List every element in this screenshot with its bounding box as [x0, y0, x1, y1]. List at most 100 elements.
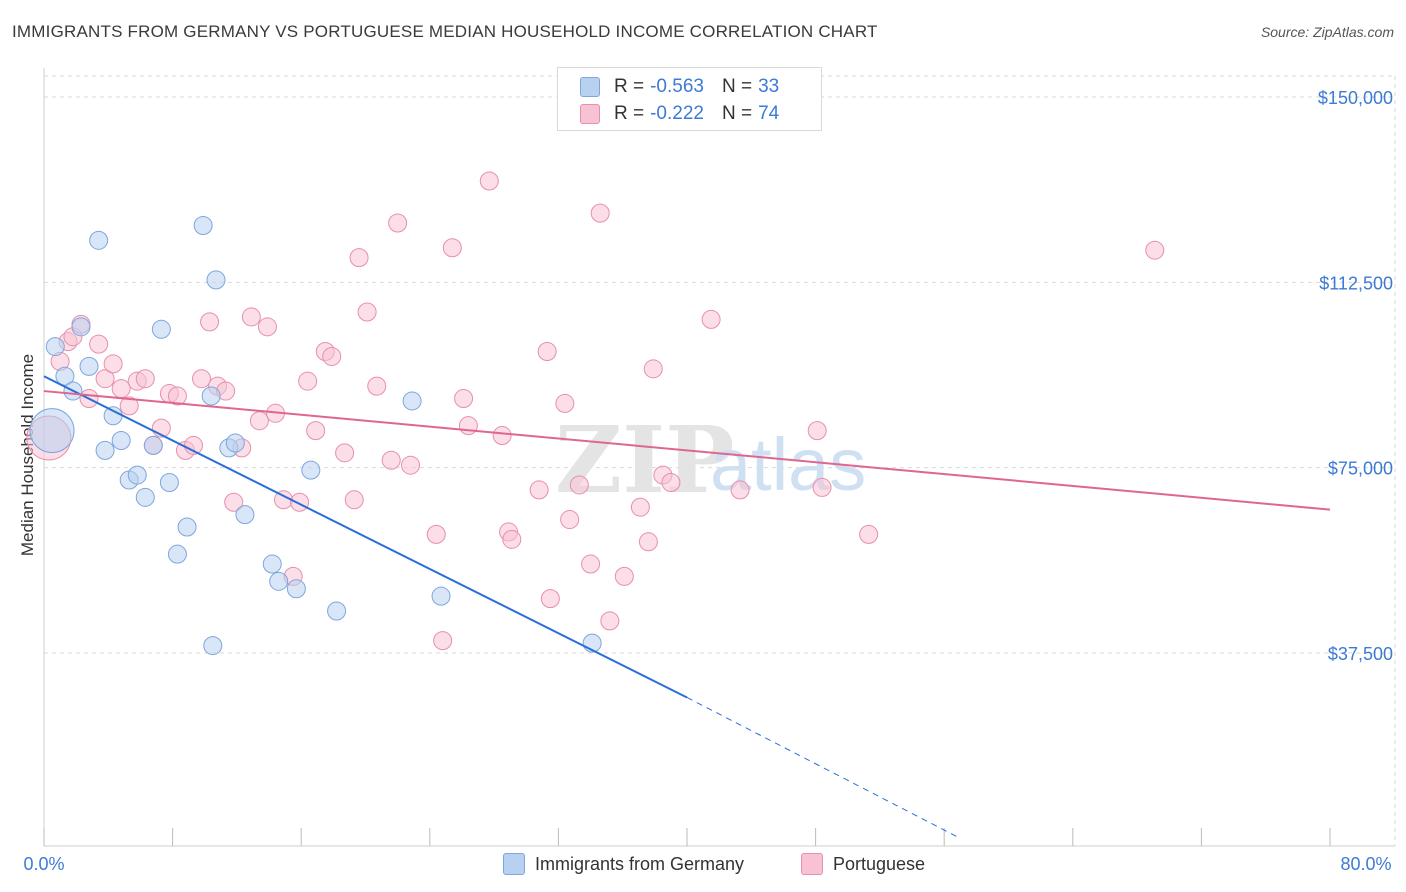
germany-point: [301, 460, 321, 480]
portuguese-point: [859, 524, 879, 544]
portuguese-trend-line: [43, 390, 1331, 511]
legend-item-germany: Immigrants from Germany: [503, 852, 744, 876]
germany-trend-line: [43, 375, 688, 699]
portuguese-point: [192, 369, 212, 389]
legend-row-portuguese: R = -0.222 N = 74: [580, 100, 779, 128]
source-label: Source: ZipAtlas.com: [1260, 24, 1394, 40]
germany-point: [206, 270, 226, 290]
germany-points: [29, 215, 602, 656]
r-value: -0.563: [650, 76, 704, 97]
portuguese-point: [290, 492, 310, 512]
portuguese-point: [200, 312, 220, 332]
portuguese-point: [224, 492, 244, 512]
germany-point: [55, 366, 75, 386]
portuguese-point: [119, 396, 139, 416]
portuguese-point: [111, 379, 131, 399]
n-value: 33: [758, 76, 780, 97]
germany-swatch: [580, 77, 600, 97]
portuguese-point: [89, 334, 109, 354]
germany-point: [89, 230, 109, 250]
germany-point: [143, 435, 163, 455]
portuguese-point: [401, 455, 421, 475]
portuguese-point: [1145, 240, 1165, 260]
portuguese-point: [381, 450, 401, 470]
portuguese-point: [590, 203, 610, 223]
portuguese-point: [701, 309, 721, 329]
portuguese-point: [442, 238, 462, 258]
x-tick-label: 80.0%: [1340, 854, 1391, 874]
y-tick-label: $75,000: [1328, 459, 1393, 479]
portuguese-point: [807, 421, 827, 441]
y-tick-label: $37,500: [1328, 644, 1393, 664]
germany-point: [103, 406, 123, 426]
watermark-zip: ZIP: [555, 406, 734, 514]
portuguese-point: [812, 477, 832, 497]
portuguese-point: [479, 171, 499, 191]
germany-point: [327, 601, 347, 621]
portuguese-point: [492, 426, 512, 446]
germany-point: [402, 391, 422, 411]
germany-legend-swatch: [503, 853, 525, 875]
portuguese-point: [569, 475, 589, 495]
germany-point: [45, 337, 65, 357]
germany-point: [177, 517, 197, 537]
portuguese-point: [630, 497, 650, 517]
germany-point: [151, 319, 171, 339]
portuguese-point: [349, 248, 369, 268]
trend-lines: [43, 375, 1331, 839]
portuguese-point: [643, 359, 663, 379]
portuguese-point: [661, 472, 681, 492]
portuguese-swatch: [580, 104, 600, 124]
germany-point: [286, 579, 306, 599]
germany-point: [431, 586, 451, 606]
portuguese-point: [426, 524, 446, 544]
y-tick-label: $112,500: [1319, 273, 1393, 293]
germany-point: [79, 356, 99, 376]
portuguese-point: [306, 421, 326, 441]
portuguese-point: [537, 342, 557, 362]
portuguese-point: [367, 376, 387, 396]
germany-trend-extension: [686, 697, 961, 839]
x-tick-label: 0.0%: [23, 854, 64, 874]
germany-point: [127, 465, 147, 485]
germany-point: [203, 636, 223, 656]
r-label: R =: [614, 76, 645, 97]
tick-labels: $37,500 $75,000 $112,500 $150,000 0.0% 80.0%: [23, 88, 1393, 874]
portuguese-point: [555, 393, 575, 413]
portuguese-point: [241, 307, 261, 327]
portuguese-point: [614, 566, 634, 586]
germany-point: [262, 554, 282, 574]
portuguese-point: [600, 611, 620, 631]
portuguese-point: [458, 416, 478, 436]
portuguese-point: [322, 346, 342, 366]
germany-point: [269, 571, 289, 591]
portuguese-point: [560, 510, 580, 530]
germany-point: [193, 215, 213, 235]
germany-point: [201, 386, 221, 406]
portuguese-point: [344, 490, 364, 510]
portuguese-point: [502, 529, 522, 549]
portuguese-point: [103, 354, 123, 374]
portuguese-point: [454, 388, 474, 408]
portuguese-point: [135, 369, 155, 389]
portuguese-point: [433, 631, 453, 651]
germany-point: [235, 505, 255, 525]
portuguese-point: [249, 411, 269, 431]
legend-row-germany: R = -0.563 N = 33: [580, 73, 779, 101]
germany-point: [225, 433, 245, 453]
r-label: R =: [614, 103, 645, 124]
n-label: N =: [721, 103, 753, 124]
germany-point: [159, 472, 179, 492]
n-value: 74: [758, 103, 780, 124]
portuguese-point: [638, 532, 658, 552]
legend-item-portuguese: Portuguese: [801, 852, 925, 876]
y-tick-label: $150,000: [1318, 88, 1393, 108]
portuguese-point: [730, 480, 750, 500]
n-label: N =: [721, 76, 753, 97]
germany-point: [95, 440, 115, 460]
germany-point: [111, 430, 131, 450]
germany-point: [29, 408, 75, 454]
germany-point: [71, 317, 91, 337]
portuguese-legend-swatch: [801, 853, 823, 875]
